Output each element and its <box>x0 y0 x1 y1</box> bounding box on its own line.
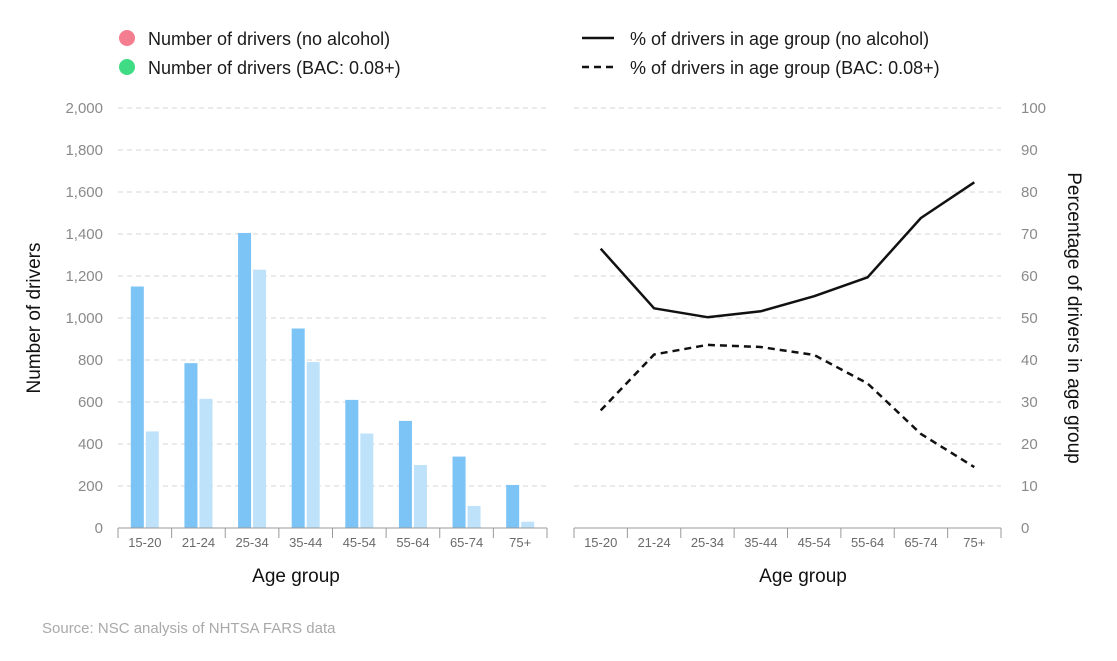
source-note: Source: NSC analysis of NHTSA FARS data <box>42 620 336 637</box>
legend-swatch-bac <box>119 59 135 75</box>
left-y-tick-label: 1,400 <box>65 226 103 243</box>
left-gridlines <box>118 107 547 487</box>
right-y-tick-labels: 0 10 20 30 40 50 60 70 80 90 100 <box>1021 100 1046 537</box>
bar-bac <box>467 505 481 528</box>
bar-bac <box>413 465 427 528</box>
right-y-tick-label: 10 <box>1021 478 1038 495</box>
left-x-tick-label: 21-24 <box>182 535 215 550</box>
left-y-tick-label: 1,200 <box>65 268 103 285</box>
legend-label-pct-no-alcohol: % of drivers in age group (no alcohol) <box>630 29 929 49</box>
right-y-tick-label: 0 <box>1021 520 1029 537</box>
left-y-tick-label: 1,000 <box>65 310 103 327</box>
left-x-tick-label: 35-44 <box>289 535 322 550</box>
right-y-tick-label: 80 <box>1021 184 1038 201</box>
left-y-axis-title: Number of drivers <box>24 243 45 394</box>
right-x-tick-label: 75+ <box>963 535 985 550</box>
right-x-tick-label: 45-54 <box>798 535 831 550</box>
legend-right: % of drivers in age group (no alcohol) %… <box>582 29 940 78</box>
bar-no-alcohol <box>452 456 466 528</box>
left-y-tick-label: 800 <box>78 352 103 369</box>
right-y-tick-label: 60 <box>1021 268 1038 285</box>
bar-no-alcohol <box>506 484 520 528</box>
left-y-tick-label: 1,800 <box>65 142 103 159</box>
bar-bac <box>199 398 213 528</box>
left-x-axis-title: Age group <box>252 566 340 587</box>
left-y-tick-label: 200 <box>78 478 103 495</box>
left-x-axis: 15-20 21-24 25-34 35-44 45-54 55-64 65-74 75+ <box>117 527 548 550</box>
right-y-tick-label: 40 <box>1021 352 1038 369</box>
right-x-tick-label: 35-44 <box>744 535 777 550</box>
right-gridlines <box>574 107 1001 487</box>
left-y-tick-label: 600 <box>78 394 103 411</box>
legend-label-pct-bac: % of drivers in age group (BAC: 0.08+) <box>630 58 940 78</box>
left-x-tick-label: 45-54 <box>343 535 376 550</box>
bar-bac <box>145 431 159 528</box>
legend-label-bac: Number of drivers (BAC: 0.08+) <box>148 58 401 78</box>
right-y-tick-label: 100 <box>1021 100 1046 117</box>
left-y-tick-label: 0 <box>95 520 103 537</box>
left-y-tick-labels: 0 200 400 600 800 1,000 1,200 1,400 1,600 1,800 2,… <box>65 100 103 537</box>
bar-bac <box>360 433 374 528</box>
left-x-tick-label: 65-74 <box>450 535 483 550</box>
legend-swatch-no-alcohol <box>119 30 135 46</box>
left-bars <box>130 232 535 528</box>
right-x-tick-label: 25-34 <box>691 535 724 550</box>
bar-bac <box>253 269 267 528</box>
left-y-tick-label: 400 <box>78 436 103 453</box>
right-x-axis-title: Age group <box>759 566 847 587</box>
right-y-tick-label: 90 <box>1021 142 1038 159</box>
bar-no-alcohol <box>398 420 412 528</box>
bar-no-alcohol <box>291 328 305 528</box>
right-x-tick-label: 15-20 <box>584 535 617 550</box>
line-series-bac <box>599 343 975 469</box>
bar-no-alcohol <box>238 232 252 528</box>
right-x-tick-label: 55-64 <box>851 535 884 550</box>
legend-label-no-alcohol: Number of drivers (no alcohol) <box>148 29 390 49</box>
right-y-tick-label: 50 <box>1021 310 1038 327</box>
right-y-tick-label: 20 <box>1021 436 1038 453</box>
right-y-tick-label: 30 <box>1021 394 1038 411</box>
right-x-tick-label: 21-24 <box>637 535 670 550</box>
left-y-tick-label: 1,600 <box>65 184 103 201</box>
left-x-tick-label: 55-64 <box>396 535 429 550</box>
bar-bac <box>521 521 535 528</box>
right-x-axis: 15-20 21-24 25-34 35-44 45-54 55-64 65-74 75+ <box>573 527 1002 550</box>
right-lines <box>599 181 975 469</box>
bar-no-alcohol <box>130 286 144 528</box>
line-series-no-alcohol <box>599 181 975 319</box>
right-y-axis-title: Percentage of drivers in age group <box>1063 172 1084 464</box>
bar-no-alcohol <box>184 363 198 528</box>
bar-no-alcohol <box>345 399 359 528</box>
bar-bac <box>306 362 320 528</box>
right-y-tick-label: 70 <box>1021 226 1038 243</box>
left-y-tick-label: 2,000 <box>65 100 103 117</box>
left-x-tick-label: 15-20 <box>128 535 161 550</box>
legend-left: Number of drivers (no alcohol) Number of… <box>119 29 401 78</box>
left-x-tick-label: 25-34 <box>235 535 268 550</box>
right-x-tick-label: 65-74 <box>904 535 937 550</box>
left-x-tick-label: 75+ <box>509 535 531 550</box>
